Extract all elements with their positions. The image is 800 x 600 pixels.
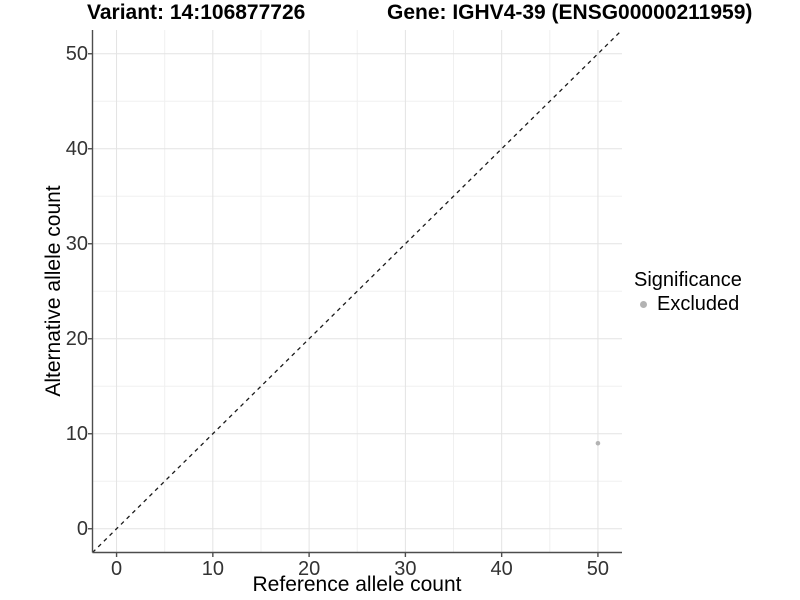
y-tick-label: 40 (65, 137, 88, 160)
legend: Significance Excluded (634, 269, 742, 316)
legend-point-icon (640, 301, 647, 308)
x-tick-label: 0 (111, 558, 123, 580)
identity-reference-line (92, 29, 623, 553)
x-tick-label: 20 (297, 558, 321, 580)
plot-title-gene: Gene: IGHV4-39 (ENSG00000211959) (387, 1, 753, 24)
legend-item-excluded: Excluded (640, 293, 742, 316)
legend-title: Significance (634, 269, 742, 291)
y-tick-label: 30 (65, 232, 88, 255)
y-tick-label: 50 (65, 42, 88, 65)
data-point (595, 440, 601, 446)
y-tick-label: 20 (65, 327, 88, 350)
x-tick-label: 50 (586, 558, 610, 580)
y-tick-label: 10 (65, 422, 88, 445)
y-axis-title: Alternative allele count (42, 185, 65, 397)
y-tick-label: 0 (76, 517, 88, 540)
x-tick-label: 30 (394, 558, 417, 580)
x-tick-label: 40 (490, 558, 513, 580)
x-tick-label: 10 (201, 558, 224, 580)
x-axis-title: Reference allele count (252, 573, 462, 596)
legend-item-label: Excluded (657, 293, 740, 315)
plot-title-variant: Variant: 14:106877726 (87, 1, 306, 24)
